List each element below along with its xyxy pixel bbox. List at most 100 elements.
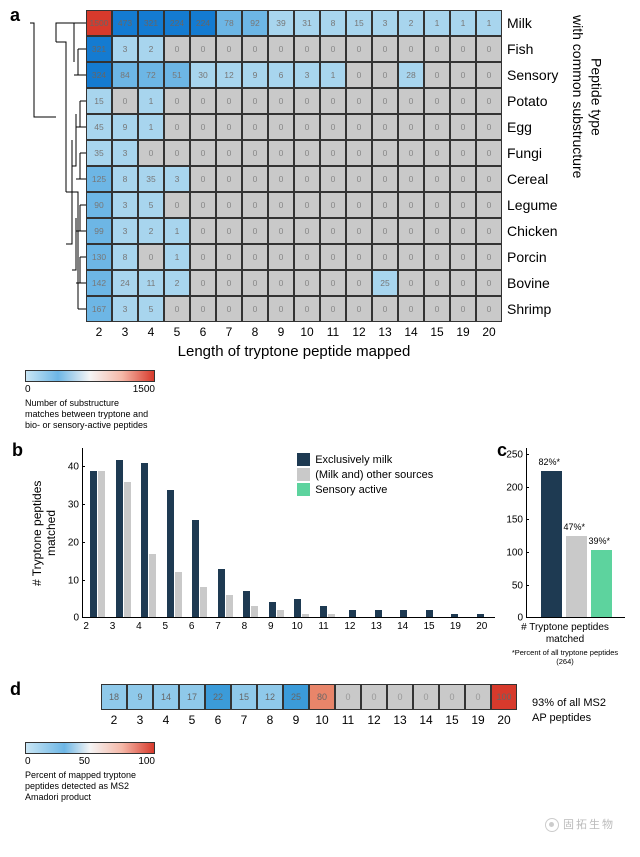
heatmap-cell: 0 xyxy=(294,88,320,114)
bar xyxy=(149,554,156,618)
bar xyxy=(269,602,276,617)
heatmap-cell: 0 xyxy=(450,88,476,114)
x-tick: 20 xyxy=(469,621,495,632)
x-tick: 10 xyxy=(284,621,310,632)
heatmap-cell: 0 xyxy=(164,296,190,322)
heatmap-cell: 78 xyxy=(216,10,242,36)
row-labels: MilkFishSensoryPotatoEggFungiCerealLegum… xyxy=(502,10,567,322)
heatmap-cell: 0 xyxy=(439,684,465,710)
heatmap-cell: 0 xyxy=(190,88,216,114)
heatmap-cell: 0 xyxy=(294,270,320,296)
heatmap-cell: 0 xyxy=(320,140,346,166)
bar xyxy=(328,614,335,618)
heatmap-cell: 0 xyxy=(268,218,294,244)
x-tick: 6 xyxy=(190,325,216,339)
heatmap-cell: 3 xyxy=(112,36,138,62)
heatmap-cell: 0 xyxy=(346,244,372,270)
heatmap-cell: 0 xyxy=(372,62,398,88)
heatmap-cell: 0 xyxy=(242,270,268,296)
heatmap-cell: 0 xyxy=(242,218,268,244)
row-label: Porcin xyxy=(502,244,567,270)
heatmap-cell: 0 xyxy=(398,114,424,140)
heatmap-cell: 2 xyxy=(398,10,424,36)
heatmap-cell: 0 xyxy=(216,114,242,140)
x-title-c: # Tryptone peptides matched xyxy=(505,622,625,646)
x-tick: 20 xyxy=(476,325,502,339)
heatmap-cell: 0 xyxy=(268,114,294,140)
bar-group xyxy=(111,448,137,617)
legend-item: (Milk and) other sources xyxy=(297,468,433,481)
heatmap-cell: 0 xyxy=(268,244,294,270)
colorbar-d-gradient xyxy=(25,742,155,754)
x-tick: 13 xyxy=(372,325,398,339)
heatmap-cell: 15 xyxy=(346,10,372,36)
x-tick: 3 xyxy=(112,325,138,339)
heatmap-cell: 0 xyxy=(372,140,398,166)
panel-a-label: a xyxy=(10,5,20,26)
heatmap-cell: 5 xyxy=(138,192,164,218)
footnote-c: *Percent of all tryptone peptides (264) xyxy=(505,648,625,666)
heatmap-cell: 0 xyxy=(398,270,424,296)
heatmap-cell: 0 xyxy=(372,88,398,114)
heatmap-cell: 0 xyxy=(372,166,398,192)
heatmap-cell: 0 xyxy=(450,166,476,192)
heatmap-cell: 0 xyxy=(268,192,294,218)
bar xyxy=(167,490,174,618)
heatmap-cell: 1 xyxy=(164,244,190,270)
x-tick: 11 xyxy=(310,621,336,632)
heatmap-cell: 0 xyxy=(476,166,502,192)
heatmap-cell: 0 xyxy=(424,62,450,88)
row-label: Fish xyxy=(502,36,567,62)
y-axis-title-b: # Tryptone peptidesmatched xyxy=(30,448,58,618)
x-tick: 7 xyxy=(231,713,257,727)
heatmap-cell: 224 xyxy=(164,10,190,36)
bar-group xyxy=(136,448,162,617)
heatmap-cell: 0 xyxy=(476,296,502,322)
heatmap-row-d: 18914172215122580000000100 xyxy=(101,684,517,710)
heatmap-cell: 35 xyxy=(86,140,112,166)
row-label: Cereal xyxy=(502,166,567,192)
x-tick: 5 xyxy=(179,713,205,727)
heatmap-cell: 0 xyxy=(424,192,450,218)
heatmap-cell: 9 xyxy=(127,684,153,710)
heatmap-cell: 0 xyxy=(294,114,320,140)
heatmap-cell: 12 xyxy=(216,62,242,88)
heatmap-cell: 0 xyxy=(450,218,476,244)
bar: 82%* xyxy=(541,471,562,617)
x-tick: 8 xyxy=(231,621,257,632)
x-tick: 2 xyxy=(86,325,112,339)
heatmap-cell: 3 xyxy=(112,218,138,244)
heatmap-cell: 0 xyxy=(372,36,398,62)
watermark-logo-icon xyxy=(545,818,559,832)
x-tick: 8 xyxy=(257,713,283,727)
x-ticks-d: 234567891011121314151920 xyxy=(101,713,517,727)
bar xyxy=(477,614,484,618)
legend-label: (Milk and) other sources xyxy=(315,469,433,481)
d-right-text: 93% of all MS2 AP peptides xyxy=(532,684,622,725)
heatmap-grid: 1500473321224224789239318153211132132000… xyxy=(86,10,502,322)
row-label: Sensory xyxy=(502,62,567,88)
heatmap-cell: 0 xyxy=(346,62,372,88)
bar xyxy=(251,606,258,617)
bar xyxy=(200,587,207,617)
bar-group xyxy=(238,448,264,617)
watermark: 固拓生物 xyxy=(545,816,615,832)
heatmap-cell: 0 xyxy=(294,140,320,166)
x-axis-title: Length of tryptone peptide mapped xyxy=(86,343,502,360)
bar xyxy=(243,591,250,617)
heatmap-cell: 72 xyxy=(138,62,164,88)
heatmap-cell: 0 xyxy=(242,166,268,192)
heatmap-cell: 0 xyxy=(476,140,502,166)
x-ticks-b: 234567891011121314151920 xyxy=(73,621,495,632)
heatmap-cell: 0 xyxy=(190,270,216,296)
heatmap-cell: 0 xyxy=(398,140,424,166)
bar-group xyxy=(187,448,213,617)
heatmap-cell: 0 xyxy=(294,218,320,244)
heatmap-cell: 18 xyxy=(101,684,127,710)
heatmap-cell: 15 xyxy=(86,88,112,114)
colorbar-d: 050100 Percent of mapped tryptone peptid… xyxy=(25,742,155,802)
heatmap-cell: 0 xyxy=(346,296,372,322)
heatmap-cell: 0 xyxy=(398,88,424,114)
heatmap-cell: 0 xyxy=(216,244,242,270)
x-tick: 7 xyxy=(205,621,231,632)
